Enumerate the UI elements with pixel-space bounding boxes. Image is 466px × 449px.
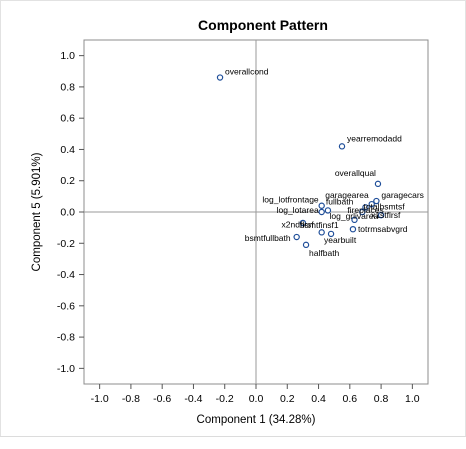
- point-fullbath: [324, 207, 332, 214]
- reference-lines: [84, 40, 428, 384]
- x-tick-label: -0.8: [122, 393, 140, 405]
- y-tick-label: 0.2: [60, 175, 75, 187]
- y-tick-label: -0.2: [57, 238, 75, 250]
- point-label-overallqual: overallqual: [335, 168, 376, 178]
- x-tick-label: 0.0: [249, 393, 264, 405]
- x-axis: -1.0 -0.8 -0.6 -0.4 -0.2 0.0 0.2 0.4 0.6 0.8 1.0: [91, 384, 420, 405]
- point-label-yearbuilt: yearbuilt: [324, 235, 357, 245]
- x-tick-label: 1.0: [405, 393, 420, 405]
- point-yearremodadd: [338, 143, 346, 150]
- x-tick-label: -0.4: [184, 393, 202, 405]
- x-tick-label: 0.8: [374, 393, 389, 405]
- point-label-fullbath: fullbath: [326, 196, 354, 206]
- point-overallqual: [374, 180, 382, 188]
- point-label-garagecars: garagecars: [381, 190, 424, 200]
- point-label-x1stflrsf: x1stflrsf: [371, 210, 401, 220]
- chart-title: Component Pattern: [198, 17, 328, 33]
- point-label-log_lotfrontage: log_lotfrontage: [262, 195, 319, 205]
- y-tick-label: -1.0: [57, 363, 75, 375]
- y-tick-label: -0.4: [57, 269, 75, 281]
- x-tick-label: -1.0: [91, 393, 109, 405]
- y-tick-label: 0.6: [60, 113, 75, 125]
- data-points: [216, 74, 385, 249]
- point-x2ndflrsf: [318, 229, 325, 236]
- y-axis: 1.0 0.8 0.6 0.4 0.2 0.0 -0.2 -0.4 -0.6 -0.8 -1.0: [57, 50, 84, 375]
- x-tick-label: 0.4: [311, 393, 326, 405]
- x-tick-label: -0.2: [216, 393, 234, 405]
- point-labels: overallcond yearremodadd overallqual garage…: [225, 67, 424, 258]
- point-label-totalbsmtsf: totalbsmtsf: [363, 201, 405, 211]
- y-tick-label: 0.0: [60, 207, 75, 219]
- point-halfbath: [302, 241, 310, 249]
- bottom-strip: [0, 436, 466, 449]
- point-log_lotfrontage: [318, 202, 325, 209]
- point-label-totrmsabvgrd: totrmsabvgrd: [358, 224, 408, 234]
- y-tick-label: -0.6: [57, 300, 75, 312]
- point-fireplaces: [359, 208, 366, 216]
- point-label-log_grlivarea: log_grlivarea: [330, 211, 379, 221]
- point-label-overallcond: overallcond: [225, 67, 269, 77]
- point-log_grlivarea: [351, 216, 358, 224]
- point-label-yearremodadd: yearremodadd: [347, 133, 402, 143]
- point-totalbsmtsf: [362, 204, 369, 211]
- x-tick-label: 0.2: [280, 393, 295, 405]
- point-label-log_lotarea: log_lotarea: [277, 205, 319, 215]
- point-label-x2ndflrsf: x2ndflrsf: [282, 219, 315, 229]
- x-tick-label: 0.6: [343, 393, 358, 405]
- x-axis-label: Component 1 (34.28%): [197, 414, 316, 426]
- point-label-fireplaces: fireplaces: [347, 205, 383, 215]
- y-axis-label: Component 5 (5.901%): [31, 152, 43, 271]
- y-tick-label: -0.8: [57, 332, 75, 344]
- point-yearbuilt: [327, 230, 335, 238]
- point-bsmtfullbath: [293, 233, 300, 241]
- y-tick-label: 0.4: [60, 144, 75, 156]
- point-overallcond: [216, 74, 224, 81]
- point-garagearea: [368, 200, 375, 208]
- point-bsmtfinsf1: [299, 219, 307, 227]
- point-totrmsabvgrd: [349, 225, 357, 233]
- point-label-garagearea: garagearea: [325, 190, 369, 200]
- point-garagecars: [373, 197, 380, 205]
- point-label-bsmtfullbath: bsmtfullbath: [245, 233, 291, 243]
- y-tick-label: 0.8: [60, 81, 75, 93]
- point-label-halfbath: halfbath: [309, 248, 340, 258]
- y-tick-label: 1.0: [60, 50, 75, 62]
- x-tick-label: -0.6: [153, 393, 171, 405]
- point-x1stflrsf: [377, 211, 385, 219]
- point-label-bsmtfinsf1: bsmtfinsf1: [300, 220, 339, 230]
- point-log_lotarea: [318, 208, 325, 216]
